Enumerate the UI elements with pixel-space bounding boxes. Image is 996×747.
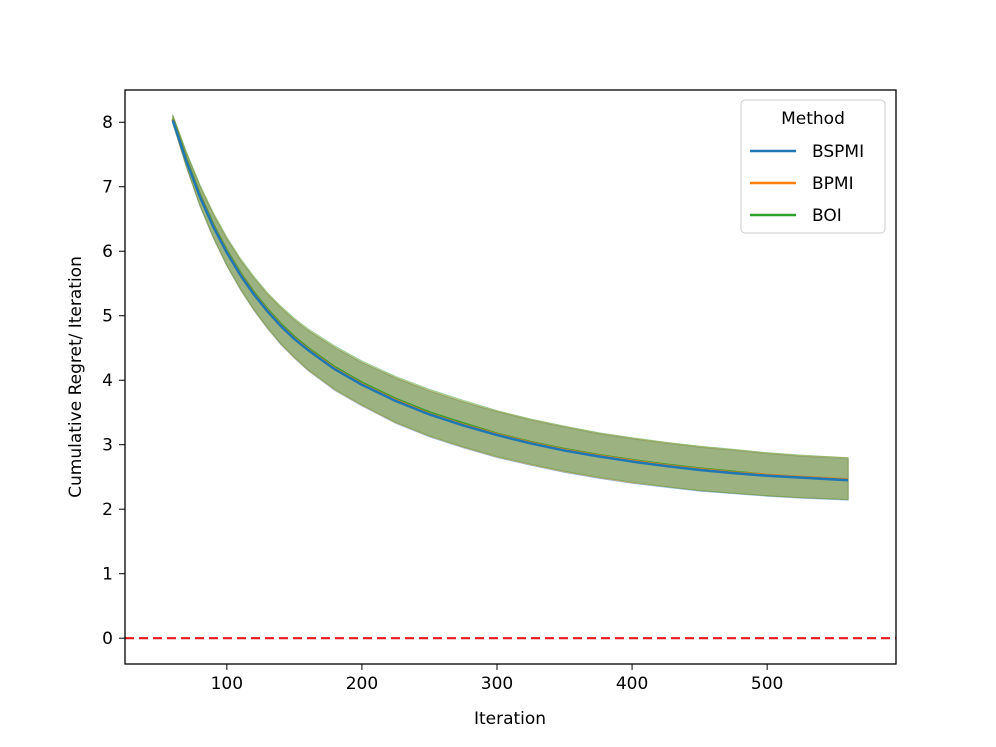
y-tick-label: 6 (102, 242, 113, 262)
legend-title: Method (781, 109, 845, 129)
y-tick-label: 3 (102, 436, 113, 456)
legend-box (740, 99, 886, 234)
y-tick-label: 8 (102, 113, 113, 133)
band-bspmi (172, 115, 849, 501)
y-tick-label: 2 (102, 500, 113, 520)
y-tick-label: 4 (102, 371, 113, 391)
plot-frame (124, 89, 897, 665)
band-bpmi (172, 115, 849, 500)
legend-label-bpmi: BPMI (812, 174, 854, 194)
series-lines (171, 118, 849, 482)
x-tick-label: 400 (616, 674, 648, 694)
x-axis-label: Iteration (474, 709, 546, 729)
legend-label-boi: BOI (812, 206, 842, 226)
x-tick-label: 300 (481, 674, 513, 694)
series-line-bspmi (171, 119, 849, 482)
confidence-bands (172, 114, 849, 501)
x-axis-ticks: 100 200 300 400 500 (211, 664, 783, 694)
x-tick-label: 500 (751, 674, 783, 694)
y-tick-label: 0 (102, 629, 113, 649)
legend-label-bspmi: BSPMI (812, 142, 864, 162)
y-axis-label: Cumulative Regret/ Iteration (66, 256, 86, 498)
y-tick-label: 7 (102, 178, 113, 198)
x-tick-label: 100 (211, 674, 243, 694)
band-boi (172, 114, 849, 500)
y-tick-label: 1 (102, 565, 113, 585)
y-axis-ticks: 0 1 2 3 4 5 6 7 8 (102, 113, 125, 649)
y-tick-label: 5 (102, 307, 113, 327)
x-tick-label: 200 (346, 674, 378, 694)
legend: Method BSPMI BPMI BOI (740, 99, 886, 234)
